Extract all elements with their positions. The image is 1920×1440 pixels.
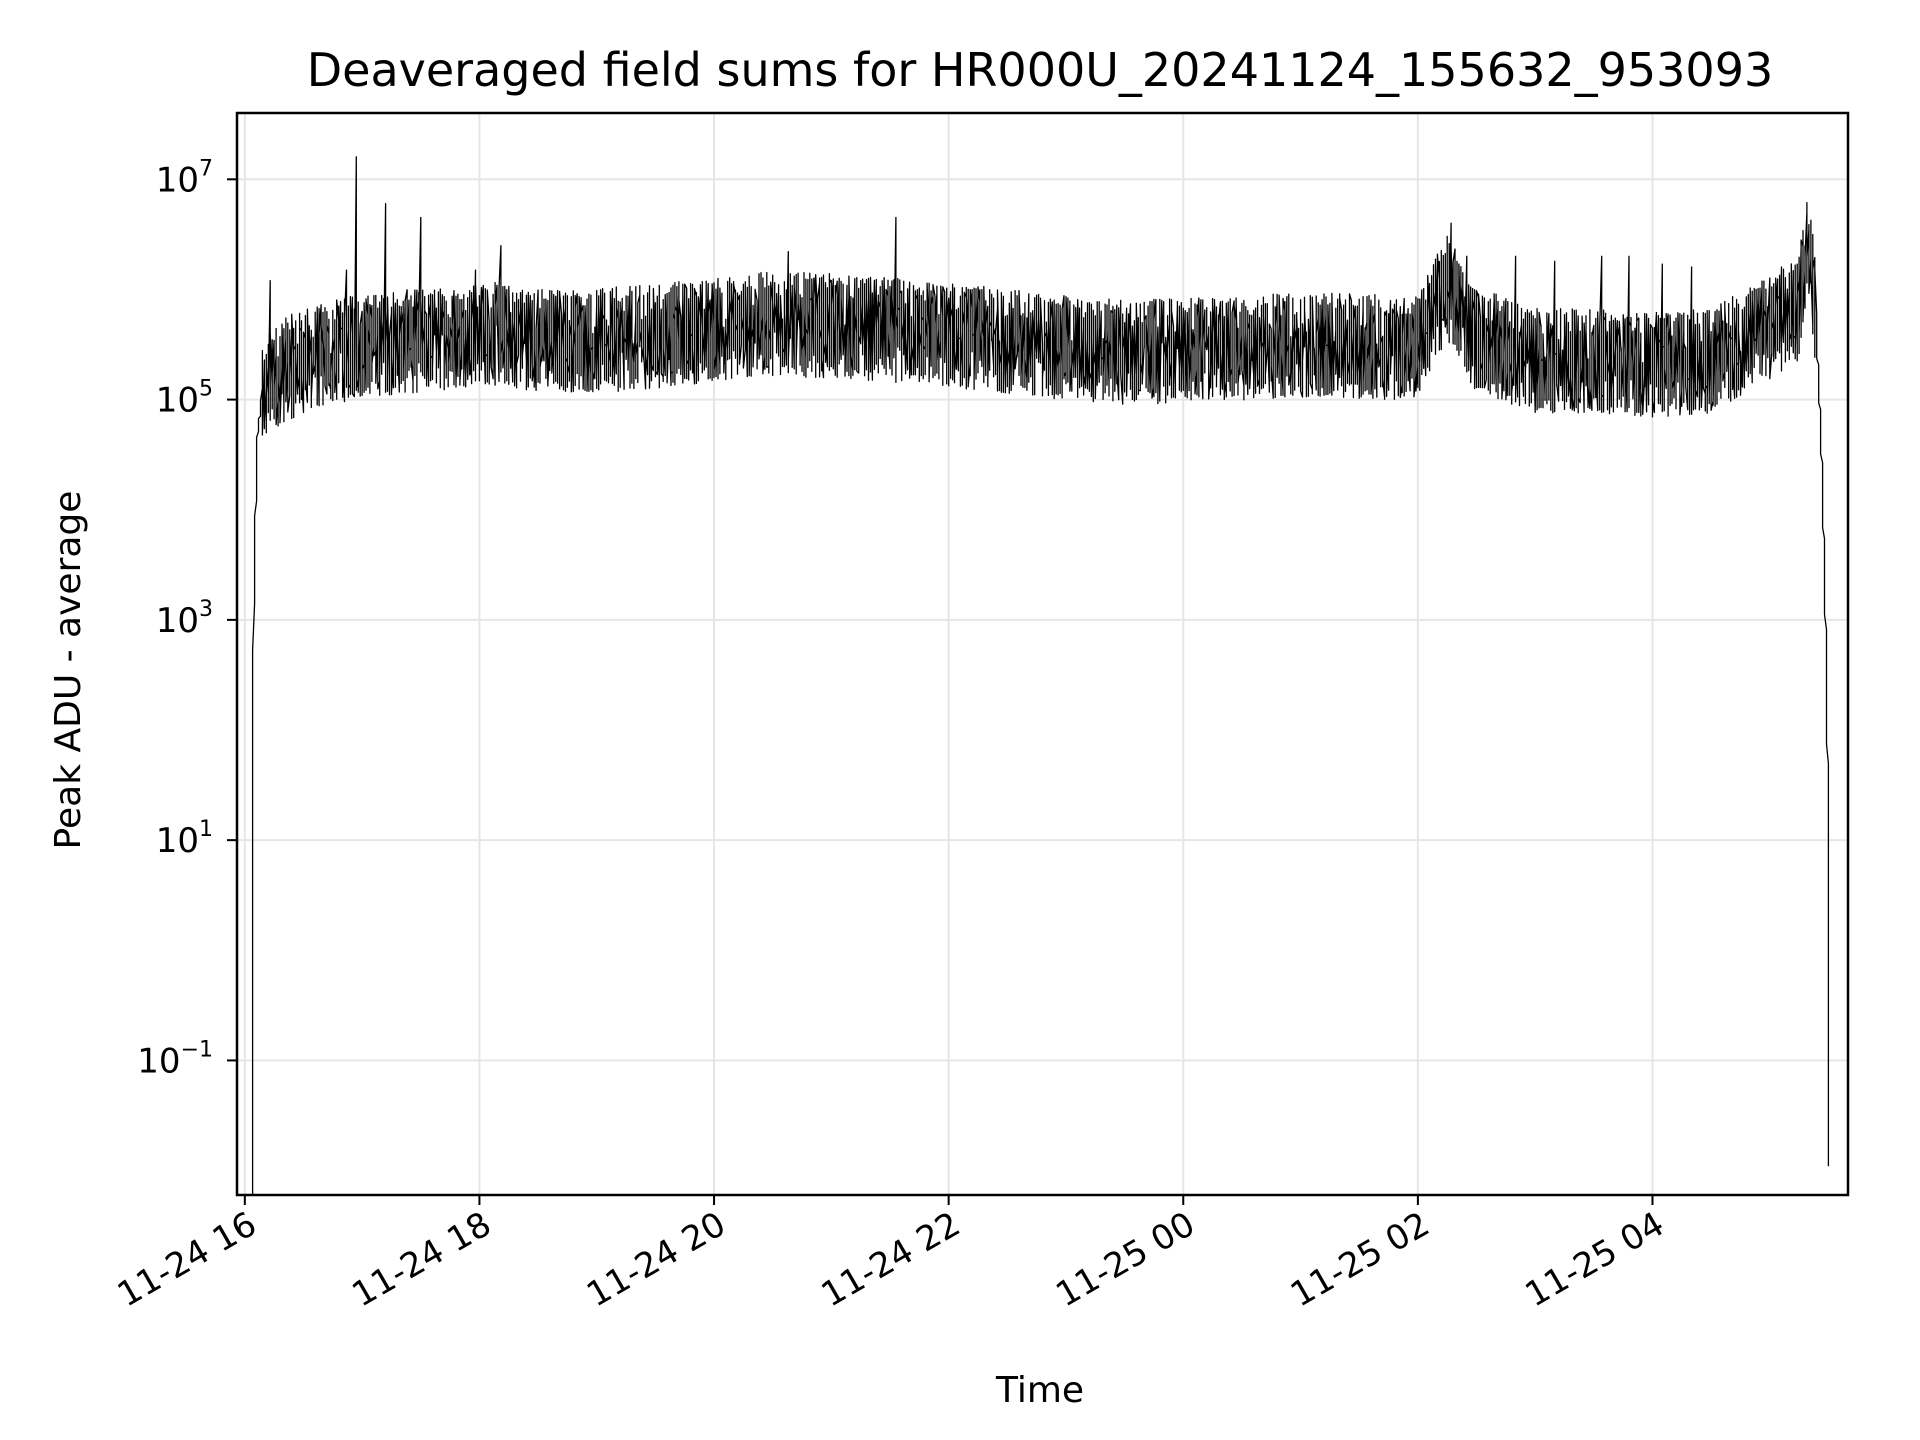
- y-tick-label: 105: [156, 377, 213, 421]
- chart-title: Deaveraged field sums for HR000U_2024112…: [307, 43, 1773, 97]
- series-line: [251, 156, 1830, 1195]
- y-tick-label: 103: [156, 597, 213, 641]
- x-axis-label: Time: [995, 1370, 1084, 1411]
- y-tick-label: 101: [156, 817, 213, 861]
- axes-frame: [235, 111, 1850, 1197]
- y-axis: 107 105 103 101 10−1: [137, 156, 237, 1081]
- y-tick-label: 10−1: [137, 1037, 213, 1081]
- y-tick-label: 107: [156, 156, 213, 200]
- plot-area: [251, 156, 1830, 1195]
- y-axis-label: Peak ADU - average: [48, 491, 89, 850]
